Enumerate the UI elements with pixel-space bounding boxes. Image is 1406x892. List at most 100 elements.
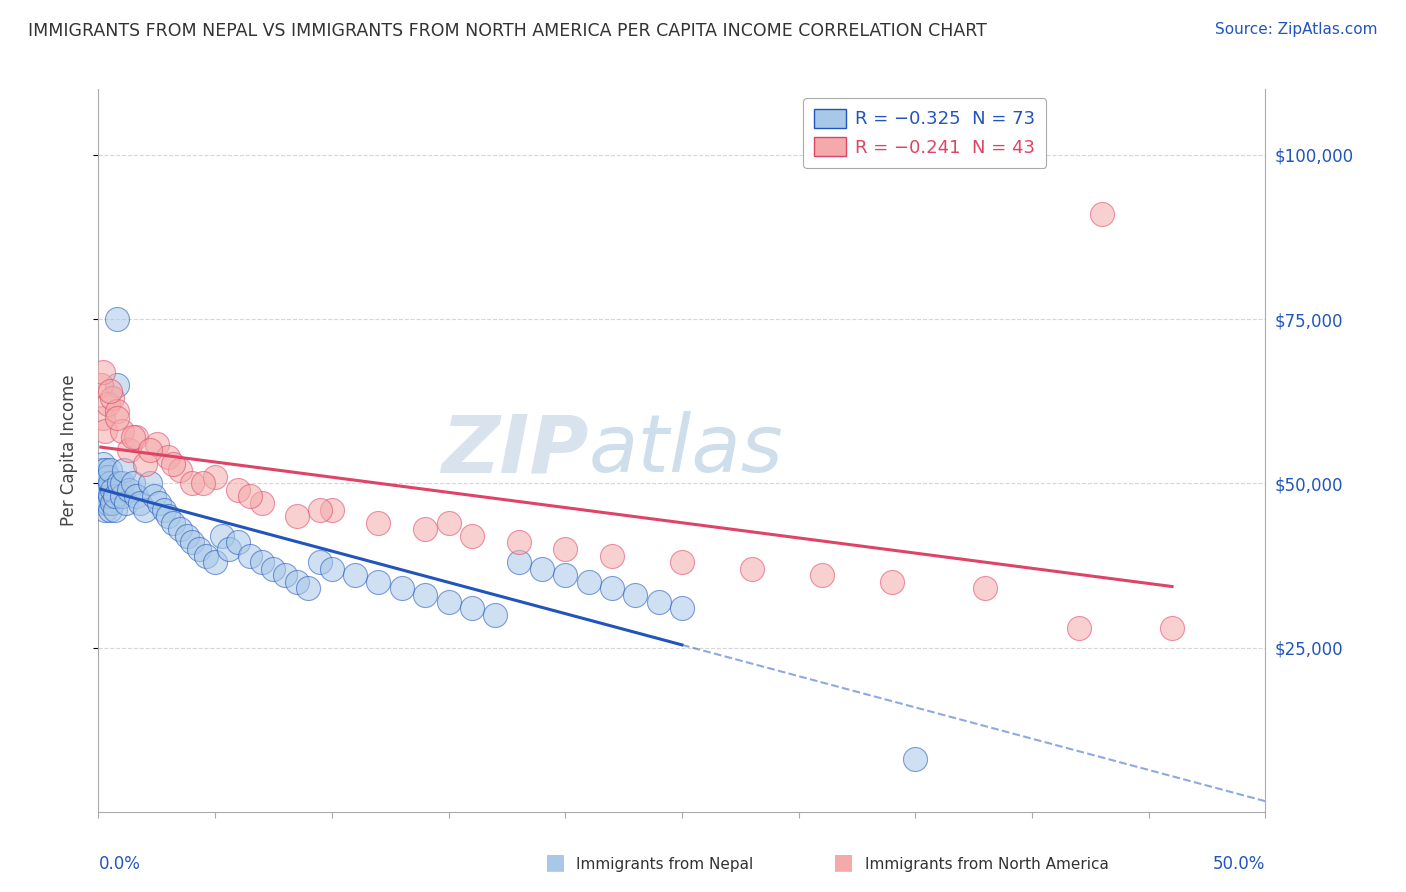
Point xyxy=(169,463,191,477)
Point xyxy=(437,516,460,530)
Point xyxy=(671,555,693,569)
Text: 0.0%: 0.0% xyxy=(98,855,141,873)
Point xyxy=(180,535,202,549)
Point xyxy=(228,535,250,549)
Text: Immigrants from North America: Immigrants from North America xyxy=(865,857,1108,872)
Point xyxy=(204,469,226,483)
Legend: R = −0.325  N = 73, R = −0.241  N = 43: R = −0.325 N = 73, R = −0.241 N = 43 xyxy=(803,98,1046,168)
Point xyxy=(162,457,184,471)
Point xyxy=(647,594,669,608)
Point xyxy=(134,502,156,516)
Point xyxy=(904,752,927,766)
Point xyxy=(671,601,693,615)
Point xyxy=(111,476,134,491)
Point xyxy=(239,490,262,504)
Point xyxy=(391,582,413,596)
Point xyxy=(101,391,124,405)
Point xyxy=(98,476,121,491)
Point xyxy=(250,496,273,510)
Point xyxy=(974,582,997,596)
Point xyxy=(437,594,460,608)
Point xyxy=(285,509,308,524)
Point xyxy=(91,496,114,510)
Point xyxy=(162,516,184,530)
Point xyxy=(91,365,114,379)
Point xyxy=(309,502,332,516)
Point xyxy=(97,483,120,497)
Point xyxy=(94,490,117,504)
Point xyxy=(600,549,623,563)
Point xyxy=(321,502,343,516)
Point xyxy=(169,522,191,536)
Point xyxy=(104,490,127,504)
Point xyxy=(91,410,114,425)
Point xyxy=(554,541,576,556)
Point xyxy=(90,490,112,504)
Point xyxy=(111,424,134,438)
Point xyxy=(578,574,600,589)
Point xyxy=(1067,621,1090,635)
Point xyxy=(624,588,647,602)
Point xyxy=(91,483,114,497)
Point xyxy=(194,549,217,563)
Point xyxy=(105,410,128,425)
Point xyxy=(152,502,174,516)
Point xyxy=(97,469,120,483)
Point xyxy=(309,555,332,569)
Point xyxy=(600,582,623,596)
Point xyxy=(98,463,121,477)
Point xyxy=(146,437,169,451)
Point xyxy=(239,549,262,563)
Text: ■: ■ xyxy=(546,853,565,872)
Point xyxy=(508,555,530,569)
Point xyxy=(204,555,226,569)
Point xyxy=(129,496,152,510)
Point xyxy=(90,377,112,392)
Point xyxy=(187,541,209,556)
Point xyxy=(125,490,148,504)
Text: Source: ZipAtlas.com: Source: ZipAtlas.com xyxy=(1215,22,1378,37)
Text: 50.0%: 50.0% xyxy=(1213,855,1265,873)
Point xyxy=(139,443,162,458)
Point xyxy=(94,424,117,438)
Point xyxy=(297,582,319,596)
Point xyxy=(115,496,138,510)
Point xyxy=(122,430,145,444)
Point xyxy=(134,457,156,471)
Point xyxy=(344,568,367,582)
Point xyxy=(97,496,120,510)
Point xyxy=(94,502,117,516)
Point xyxy=(367,516,389,530)
Point xyxy=(250,555,273,569)
Point xyxy=(262,562,284,576)
Point xyxy=(112,463,135,477)
Point xyxy=(461,529,484,543)
Point xyxy=(176,529,198,543)
Point xyxy=(105,404,128,418)
Point xyxy=(108,476,131,491)
Point xyxy=(101,483,124,497)
Point xyxy=(118,443,141,458)
Point xyxy=(104,502,127,516)
Point xyxy=(122,476,145,491)
Point xyxy=(148,496,170,510)
Point xyxy=(90,476,112,491)
Point xyxy=(101,496,124,510)
Point xyxy=(484,607,506,622)
Text: Immigrants from Nepal: Immigrants from Nepal xyxy=(576,857,754,872)
Text: atlas: atlas xyxy=(589,411,783,490)
Y-axis label: Per Capita Income: Per Capita Income xyxy=(59,375,77,526)
Point xyxy=(811,568,834,582)
Point xyxy=(90,463,112,477)
Point xyxy=(143,490,166,504)
Point xyxy=(285,574,308,589)
Point xyxy=(880,574,903,589)
Point xyxy=(98,502,121,516)
Point xyxy=(554,568,576,582)
Point xyxy=(193,476,215,491)
Point xyxy=(741,562,763,576)
Point xyxy=(413,588,436,602)
Point xyxy=(508,535,530,549)
Point xyxy=(461,601,484,615)
Point xyxy=(180,476,202,491)
